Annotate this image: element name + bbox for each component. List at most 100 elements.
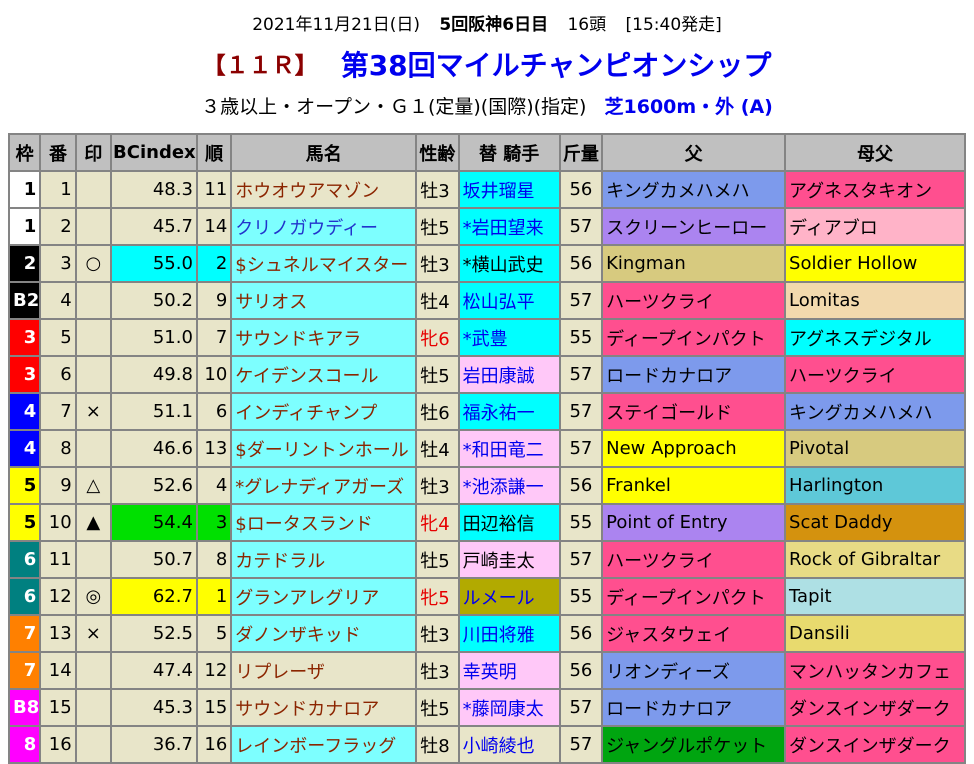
- jockey-cell: *和田竜二: [457, 429, 561, 468]
- number-cell: 16: [39, 725, 77, 764]
- horse-name-cell: クリノガウディー: [230, 207, 418, 246]
- horse-name-cell: $ロータスランド: [230, 503, 418, 542]
- sex-age-cell: 牝6: [415, 318, 460, 357]
- frame-cell: 7: [7, 651, 42, 690]
- weight-cell: 56: [558, 651, 604, 690]
- bcindex-cell: 50.7: [110, 540, 198, 579]
- column-header-rank: 順: [195, 133, 233, 172]
- rank-cell: 8: [195, 540, 233, 579]
- sex-age-cell: 牡8: [415, 725, 460, 764]
- frame-cell: 7: [7, 614, 42, 653]
- frame-cell: 4: [7, 392, 42, 431]
- sex-age-cell: 牡3: [415, 466, 460, 505]
- damsire-cell: アグネスデジタル: [784, 318, 966, 357]
- horse-name-cell: サリオス: [230, 281, 418, 320]
- entry-row: 7 13 × 52.5 5 ダノンザキッド 牡3 川田将雅 56 ジャスタウェイ Dansili: [7, 614, 966, 653]
- sire-cell: ディープインパクト: [601, 577, 787, 616]
- rank-cell: 1: [195, 577, 233, 616]
- column-header-sex-age: 性齢: [415, 133, 460, 172]
- frame-cell: 1: [7, 207, 42, 246]
- sire-cell: リオンディーズ: [601, 651, 787, 690]
- frame-cell: B2: [7, 281, 42, 320]
- entry-row: 4 7 × 51.1 6 インディチャンプ 牡6 福永祐一 57 ステイゴールド キングカメハメハ: [7, 392, 966, 431]
- number-cell: 12: [39, 577, 77, 616]
- horse-name-cell: ホウオウアマゾン: [230, 170, 418, 209]
- entry-row: 8 16 36.7 16 レインボーフラッグ 牡8 小崎綾也 57 ジャングルポケット ダンスイン…: [7, 725, 966, 764]
- mark-cell: [74, 207, 113, 246]
- horse-name-cell: カテドラル: [230, 540, 418, 579]
- damsire-cell: ディアブロ: [784, 207, 966, 246]
- frame-cell: 4: [7, 429, 42, 468]
- frame-cell: 2: [7, 244, 42, 283]
- sire-cell: ハーツクライ: [601, 281, 787, 320]
- jockey-cell: *武豊: [457, 318, 561, 357]
- mark-cell: ○: [74, 244, 113, 283]
- mark-cell: [74, 651, 113, 690]
- entry-row: B8 15 45.3 15 サウンドカナロア 牡5 *藤岡康太 57 ロードカナロア ダンスインザ…: [7, 688, 966, 727]
- sire-cell: ステイゴールド: [601, 392, 787, 431]
- number-cell: 15: [39, 688, 77, 727]
- mark-cell: ◎: [74, 577, 113, 616]
- sire-cell: ジャングルポケット: [601, 725, 787, 764]
- entry-row: B2 4 50.2 9 サリオス 牡4 松山弘平 57 ハーツクライ Lomitas: [7, 281, 966, 320]
- damsire-cell: Harlington: [784, 466, 966, 505]
- column-header-number: 番: [39, 133, 77, 172]
- jockey-cell: *横山武史: [457, 244, 561, 283]
- frame-cell: 3: [7, 355, 42, 394]
- damsire-cell: ハーツクライ: [784, 355, 966, 394]
- weight-cell: 57: [558, 392, 604, 431]
- number-cell: 5: [39, 318, 77, 357]
- column-header-jockey: 替 騎手: [457, 133, 561, 172]
- race-title-line: 【１１Ｒ】 第38回マイルチャンピオンシップ: [0, 44, 974, 84]
- number-cell: 1: [39, 170, 77, 209]
- number-cell: 11: [39, 540, 77, 579]
- entry-row: 2 3 ○ 55.0 2 $シュネルマイスター 牡3 *横山武史 56 Kingman Soldie…: [7, 244, 966, 283]
- horse-name-cell: インディチャンプ: [230, 392, 418, 431]
- damsire-cell: マンハッタンカフェ: [784, 651, 966, 690]
- horse-name-cell: リプレーザ: [230, 651, 418, 690]
- sex-age-cell: 牡4: [415, 281, 460, 320]
- frame-cell: B8: [7, 688, 42, 727]
- sex-age-cell: 牡3: [415, 651, 460, 690]
- mark-cell: ×: [74, 392, 113, 431]
- weight-cell: 57: [558, 725, 604, 764]
- bcindex-cell: 52.5: [110, 614, 198, 653]
- bcindex-cell: 51.0: [110, 318, 198, 357]
- rank-cell: 2: [195, 244, 233, 283]
- damsire-cell: アグネスタキオン: [784, 170, 966, 209]
- race-title: 第38回マイルチャンピオンシップ: [340, 49, 772, 82]
- entry-row: 1 2 45.7 14 クリノガウディー 牡5 *岩田望来 57 スクリーンヒーロー ディアブロ: [7, 207, 966, 246]
- mark-cell: [74, 429, 113, 468]
- bcindex-cell: 62.7: [110, 577, 198, 616]
- damsire-cell: キングカメハメハ: [784, 392, 966, 431]
- number-cell: 3: [39, 244, 77, 283]
- horse-name-cell: グランアレグリア: [230, 577, 418, 616]
- sire-cell: Point of Entry: [601, 503, 787, 542]
- horse-name-cell: *グレナディアガーズ: [230, 466, 418, 505]
- horse-name-cell: サウンドカナロア: [230, 688, 418, 727]
- sex-age-cell: 牡6: [415, 392, 460, 431]
- frame-cell: 5: [7, 503, 42, 542]
- jockey-cell: 戸崎圭太: [457, 540, 561, 579]
- damsire-cell: Scat Daddy: [784, 503, 966, 542]
- horse-name-cell: レインボーフラッグ: [230, 725, 418, 764]
- mark-cell: [74, 170, 113, 209]
- sex-age-cell: 牡5: [415, 355, 460, 394]
- bcindex-cell: 47.4: [110, 651, 198, 690]
- sex-age-cell: 牡3: [415, 170, 460, 209]
- race-meeting: 5回阪神6日目: [439, 15, 549, 35]
- bcindex-cell: 49.8: [110, 355, 198, 394]
- damsire-cell: Lomitas: [784, 281, 966, 320]
- race-date: 2021年11月21日(日): [252, 15, 420, 35]
- sex-age-cell: 牝4: [415, 503, 460, 542]
- entry-row: 3 5 51.0 7 サウンドキアラ 牝6 *武豊 55 ディープインパクト アグネスデジタル: [7, 318, 966, 357]
- damsire-cell: ダンスインザダーク: [784, 725, 966, 764]
- column-header-damsire: 母父: [784, 133, 966, 172]
- number-cell: 4: [39, 281, 77, 320]
- race-conditions-line: ３歳以上・オープン・Ｇ１(定量)(国際)(指定) 芝1600m・外 (A): [0, 92, 974, 119]
- mark-cell: △: [74, 466, 113, 505]
- jockey-cell: 田辺裕信: [457, 503, 561, 542]
- number-cell: 8: [39, 429, 77, 468]
- bcindex-cell: 45.7: [110, 207, 198, 246]
- race-headcount: 16頭: [567, 15, 607, 35]
